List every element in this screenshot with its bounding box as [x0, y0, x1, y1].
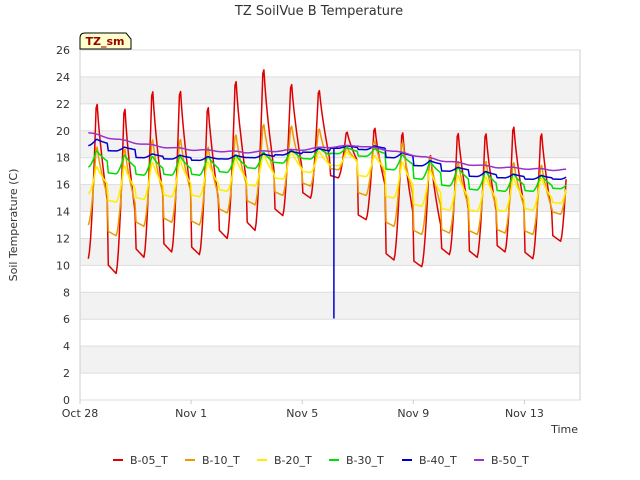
x-axis: Oct 28 Nov 1 Nov 5 Nov 9 Nov 13: [62, 400, 544, 420]
legend-label: B-40_T: [419, 454, 457, 467]
y-tick-label: 18: [56, 152, 70, 165]
legend-label: B-50_T: [491, 454, 529, 467]
series-line-b-10-t: [87, 123, 567, 237]
y-tick-label: 22: [56, 98, 70, 111]
y-tick-label: 8: [63, 286, 70, 299]
series-line-b-20-t: [87, 150, 567, 213]
series-line-b-05-t: [87, 69, 567, 275]
site-tag-label: TZ_sm: [86, 35, 125, 48]
y-axis-label: Soil Temperature (C): [7, 169, 20, 282]
grid-band: [80, 76, 580, 104]
y-tick-label: 14: [56, 206, 70, 219]
y-tick-label: 2: [63, 367, 70, 380]
legend-label: B-10_T: [202, 454, 240, 467]
series-line-b-50-t: [88, 132, 567, 172]
legend: B-05_T B-10_T B-20_T B-30_T B-40_T B-50_T: [113, 454, 529, 467]
x-axis-label: Time: [550, 423, 578, 436]
site-tag: TZ_sm: [79, 32, 132, 50]
grid-band: [80, 346, 580, 374]
plot-area: [87, 69, 567, 319]
y-tick-label: 6: [63, 313, 70, 326]
x-tick-label: Oct 28: [62, 407, 99, 420]
y-tick-label: 24: [56, 71, 70, 84]
chart-title: TZ SoilVue B Temperature: [234, 4, 403, 19]
x-tick-label: Nov 9: [397, 407, 429, 420]
grid-band: [80, 292, 580, 320]
legend-label: B-20_T: [274, 454, 312, 467]
y-tick-label: 16: [56, 179, 70, 192]
y-tick-label: 26: [56, 44, 70, 57]
x-tick-label: Nov 13: [505, 407, 544, 420]
y-tick-label: 4: [63, 340, 70, 353]
y-tick-label: 10: [56, 259, 70, 272]
x-tick-label: Nov 5: [286, 407, 318, 420]
y-tick-label: 12: [56, 232, 70, 245]
y-tick-label: 20: [56, 125, 70, 138]
y-tick-label: 0: [63, 394, 70, 407]
site-tag-box: [79, 32, 132, 50]
series-line-b-40-t: [88, 138, 567, 319]
legend-label: B-05_T: [130, 454, 168, 467]
legend-label: B-30_T: [346, 454, 384, 467]
grid-band: [80, 184, 580, 212]
x-tick-label: Nov 1: [175, 407, 207, 420]
